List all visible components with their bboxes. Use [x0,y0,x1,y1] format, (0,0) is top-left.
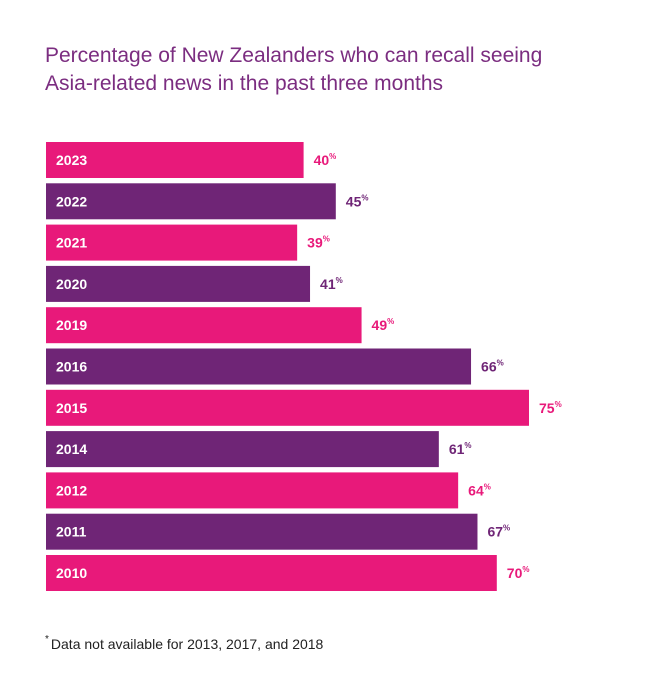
category-label-2010: 2010 [56,565,87,581]
chart-title: Percentage of New Zealanders who can rec… [45,42,625,98]
value-label-2012: 64% [468,482,491,498]
bar-2014 [46,431,439,468]
bar-2012 [46,472,459,509]
bar-2016 [46,348,472,385]
value-label-2022: 45% [346,193,369,209]
bar-2023 [46,142,304,178]
bar-2010 [46,555,497,591]
value-label-2016: 66% [481,359,504,375]
category-label-2012: 2012 [56,482,87,498]
bar-2011 [46,513,478,550]
category-label-2015: 2015 [56,400,87,416]
value-label-2014: 61% [449,441,472,457]
value-label-2019: 49% [372,317,395,333]
footnote: * Data not available for 2013, 2017, and … [45,634,324,652]
value-label-2015: 75% [539,400,562,416]
category-label-2021: 2021 [56,235,87,251]
bar-2022 [46,183,336,220]
value-label-2023: 40% [314,152,337,168]
value-label-2010: 70% [507,565,530,581]
category-label-2023: 2023 [56,152,87,168]
bar-2021 [46,224,298,261]
category-label-2016: 2016 [56,359,87,375]
chart-title-line-1: Percentage of New Zealanders who can rec… [45,44,543,67]
bar-2019 [46,307,362,344]
category-label-2014: 2014 [56,441,87,457]
category-label-2022: 2022 [56,193,87,209]
footnote-text: Data not available for 2013, 2017, and 2… [50,636,324,652]
value-label-2011: 67% [487,524,510,540]
bar-2015 [46,389,529,426]
bar-2020 [46,265,311,302]
value-label-2021: 39% [307,235,330,251]
chart-title-line-2: Asia-related news in the past three mont… [45,72,444,95]
value-label-2020: 41% [320,276,343,292]
footnote-marker: * [45,634,49,645]
category-label-2020: 2020 [56,276,87,292]
category-label-2011: 2011 [56,524,87,540]
category-label-2019: 2019 [56,317,87,333]
